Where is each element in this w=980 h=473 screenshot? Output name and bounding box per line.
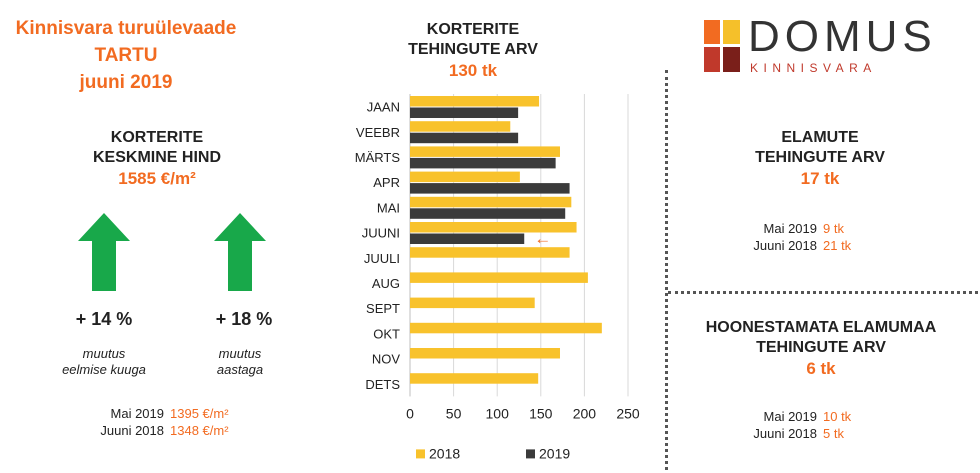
x-tick-label: 50 <box>446 405 462 421</box>
bar-2018-juuli <box>410 247 570 258</box>
bar-2018-jaan <box>410 96 540 107</box>
bar-2018-apr <box>410 171 520 183</box>
compare-row: Juuni 2018 1348 €/m² <box>60 422 280 439</box>
change-month-value: + 14 % <box>75 309 133 329</box>
category-label: OKT <box>373 326 400 341</box>
bar-2019-jaan <box>410 107 519 118</box>
land-kpi: HOONESTAMATA ELAMUMAA TEHINGUTE ARV 6 tk <box>676 318 966 380</box>
land-compare: Mai 2019 10 tk Juuni 2018 5 tk <box>740 408 940 442</box>
compare-label: Mai 2019 <box>763 409 817 424</box>
compare-value: 1348 €/m² <box>170 423 229 438</box>
compare-value: 5 tk <box>823 426 844 441</box>
bar-2019-apr <box>410 183 570 194</box>
logo-mark-icon <box>704 20 740 72</box>
bar-2019-veebr <box>410 132 519 144</box>
compare-label: Juuni 2018 <box>100 423 164 438</box>
bar-2019-mai <box>410 208 566 219</box>
caption-line: muutus <box>82 346 126 361</box>
change-year-value: + 18 % <box>215 309 273 329</box>
bar-2018-nov <box>410 348 560 359</box>
compare-row: Mai 2019 10 tk <box>740 408 940 425</box>
apartments-title-line2: TEHINGUTE ARV <box>408 41 538 58</box>
logo-sub: KINNISVARA <box>750 61 877 75</box>
legend-label-2019: 2019 <box>539 445 570 461</box>
compare-row: Juuni 2018 5 tk <box>740 425 940 442</box>
compare-value: 10 tk <box>823 409 852 424</box>
bar-2018-sept <box>410 297 535 309</box>
report-title: Kinnisvara turuülevaade TARTU juuni 2019 <box>0 15 252 96</box>
category-label: MAI <box>377 200 400 215</box>
price-title-line2: KESKMINE HIND <box>92 149 221 166</box>
legend-swatch-2018 <box>416 449 425 459</box>
compare-label: Mai 2019 <box>763 221 817 236</box>
price-title-line1: KORTERITE <box>110 129 204 146</box>
price-kpi: KORTERITE KESKMINE HIND 1585 €/m² <box>60 128 254 190</box>
report-title-line2: TARTU <box>94 45 158 66</box>
annotation-arrow-icon: ← <box>534 229 551 248</box>
compare-row: Juuni 2018 21 tk <box>740 237 940 254</box>
compare-value: 21 tk <box>823 238 852 253</box>
compare-label: Juuni 2018 <box>753 426 817 441</box>
category-label: JUULI <box>364 251 400 266</box>
x-tick-label: 0 <box>406 405 414 421</box>
houses-value: 17 tk <box>800 169 840 188</box>
houses-compare: Mai 2019 9 tk Juuni 2018 21 tk <box>740 220 940 254</box>
x-tick-label: 250 <box>616 405 640 421</box>
domus-logo: DOMUS KINNISVARA <box>690 10 972 80</box>
x-tick-label: 100 <box>486 405 510 421</box>
compare-row: Mai 2019 1395 €/m² <box>60 405 280 422</box>
land-value: 6 tk <box>806 359 836 378</box>
caption-line: aastaga <box>216 362 264 377</box>
land-title-line1: HOONESTAMATA ELAMUMAA <box>705 319 937 336</box>
bar-2018-veebr <box>410 121 511 132</box>
price-value: 1585 €/m² <box>118 169 196 188</box>
bar-2019-märts <box>410 157 556 169</box>
caption-line: muutus <box>218 346 262 361</box>
bar-2018-dets <box>410 373 539 384</box>
category-label: SEPT <box>366 301 400 316</box>
arrow-up-icon <box>214 213 266 291</box>
vertical-divider <box>665 70 668 470</box>
report-title-line3: juuni 2019 <box>79 72 173 93</box>
x-tick-label: 150 <box>529 405 553 421</box>
category-label: AUG <box>372 276 400 291</box>
compare-value: 1395 €/m² <box>170 406 229 421</box>
compare-value: 9 tk <box>823 221 844 236</box>
bar-2018-aug <box>410 272 588 283</box>
price-compare: Mai 2019 1395 €/m² Juuni 2018 1348 €/m² <box>60 405 280 439</box>
bar-2018-okt <box>410 322 602 334</box>
apartments-value: 130 tk <box>448 61 498 80</box>
bar-2018-märts <box>410 146 560 157</box>
report-title-line1: Kinnisvara turuülevaade <box>15 18 237 39</box>
caption-line: eelmise kuuga <box>62 362 146 377</box>
apartments-kpi: KORTERITE TEHINGUTE ARV 130 tk <box>398 20 548 82</box>
change-year-caption: muutus aastaga <box>180 346 300 378</box>
category-label: DETS <box>365 377 400 392</box>
change-month-caption: muutus eelmise kuuga <box>44 346 164 378</box>
category-label: JUUNI <box>362 226 400 241</box>
logo-name: DOMUS <box>748 12 937 61</box>
compare-row: Mai 2019 9 tk <box>740 220 940 237</box>
transactions-chart: 0 50 100 150 200 250 JAAN VEEBR MÄRTS APR MAI JUUNI… <box>355 94 640 461</box>
category-label: JAAN <box>367 100 400 115</box>
apartments-title-line1: KORTERITE <box>426 21 520 38</box>
compare-label: Mai 2019 <box>110 406 164 421</box>
category-label: NOV <box>372 352 401 367</box>
category-label: VEEBR <box>356 125 400 140</box>
compare-label: Juuni 2018 <box>753 238 817 253</box>
houses-kpi: ELAMUTE TEHINGUTE ARV 17 tk <box>700 128 940 190</box>
houses-title-line1: ELAMUTE <box>781 129 859 146</box>
land-title-line2: TEHINGUTE ARV <box>756 339 886 356</box>
legend-swatch-2019 <box>526 449 535 459</box>
bar-2018-juuni <box>410 222 577 233</box>
x-tick-label: 200 <box>573 405 597 421</box>
legend-label-2018: 2018 <box>429 445 460 461</box>
category-label: MÄRTS <box>355 150 401 165</box>
arrow-up-icon <box>78 213 130 291</box>
category-label: APR <box>373 175 400 190</box>
bar-2019-juuni <box>410 233 525 244</box>
bar-2018-mai <box>410 196 572 208</box>
horizontal-divider <box>668 291 978 294</box>
houses-title-line2: TEHINGUTE ARV <box>755 149 885 166</box>
